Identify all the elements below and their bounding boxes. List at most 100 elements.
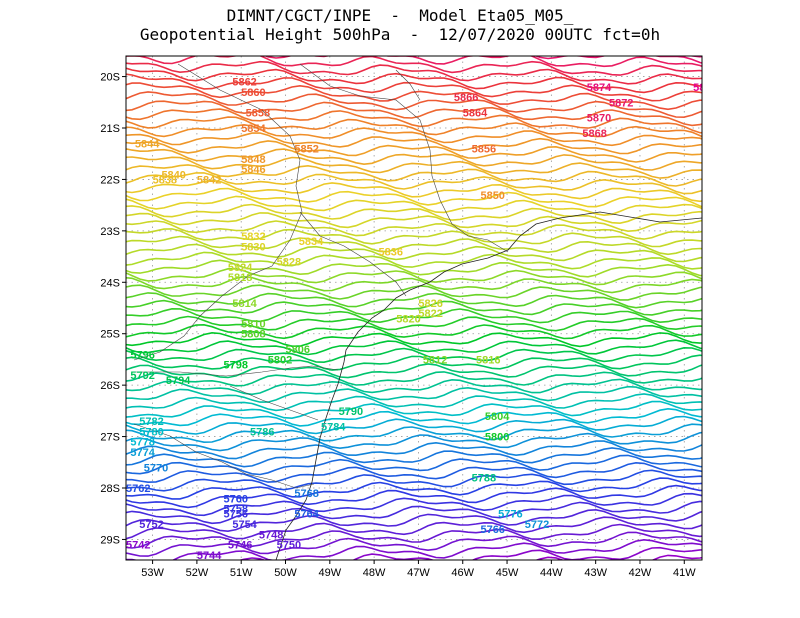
contour-label: 5776 [498,509,522,521]
contour-5832 [126,195,702,217]
x-tick-label: 48W [363,567,386,579]
contour-label: 5874 [587,82,612,94]
contour-5778 [126,407,702,427]
x-tick-label: 53W [141,567,164,579]
x-tick-label: 51W [230,567,253,579]
contour-label: 5756 [223,509,247,521]
contour-label: 5792 [130,370,154,382]
contour-5808 [126,292,702,309]
plot-frame [125,55,703,561]
contour-label: 5746 [228,540,252,552]
contour-label: 5812 [423,354,447,366]
y-tick-label: 25S [100,329,120,341]
contour-label: 5872 [609,97,633,109]
contour-label: 5766 [480,524,504,536]
y-tick-label: 23S [100,226,120,238]
contour-label: 5806 [286,344,310,356]
contour-5790 [126,363,702,379]
state-border [299,211,407,297]
contour-label: 5822 [418,308,442,320]
contour-label: 5868 [582,128,606,140]
lat-lon-gridlines [126,56,702,560]
contour-label: 5764 [294,509,319,521]
contour-label: 5780 [139,426,163,438]
x-tick-label: 47W [407,567,430,579]
contour-label: 5848 [241,154,265,166]
contour-label: 5828 [277,257,301,269]
contour-5760 [126,477,702,500]
x-tick-label: 49W [319,567,342,579]
y-tick-label: 27S [100,432,120,444]
contour-5774 [126,423,702,444]
contour-label: 5838 [153,174,177,186]
contour-5858 [126,91,702,119]
contour-label: 5830 [241,241,265,253]
contour-5842 [126,156,702,179]
x-tick-label: 43W [584,567,607,579]
contour-5846 [126,140,702,163]
contour-5848 [126,132,702,155]
contour-5862 [126,73,702,102]
state-border [133,423,315,489]
contour-5806 [126,299,702,316]
contour-label: 5810 [241,318,265,330]
title-line-1: DIMNT/CGCT/INPE - Model Eta05_M05_ [226,6,574,25]
contour-label: 5772 [525,519,549,531]
contour-label: 5758 [223,504,247,516]
contour-5764 [126,461,702,484]
contour-label: 5820 [396,313,420,325]
contour-5798 [126,331,702,348]
y-tick-label: 21S [100,123,120,135]
contour-5856 [126,100,702,127]
contour-5830 [126,203,702,225]
contour-5810 [126,284,702,301]
contour-5850 [126,123,702,147]
contour-label: 5832 [241,231,265,243]
contour-5784 [126,385,702,403]
contour-5818 [126,251,702,270]
contour-label: 5770 [144,462,168,474]
y-tick-label: 20S [100,72,120,84]
contour-label: 5750 [277,540,301,552]
contour-5814 [126,267,702,286]
contour-5854 [126,108,702,134]
contour-5828 [126,212,702,233]
contour-label: 5864 [463,108,488,120]
y-tick-label: 29S [100,534,120,546]
contour-label: 5800 [485,432,509,444]
contour-5860 [126,82,702,111]
contour-5758 [126,484,702,509]
contour-label: 5836 [379,246,403,258]
x-tick-label: 52W [186,567,209,579]
contour-5866 [126,60,702,85]
contour-label: 5742 [126,540,150,552]
state-border [299,63,509,253]
contour-5878 [116,9,708,40]
coastline-and-borders [133,63,702,560]
contour-5816 [126,259,702,278]
contour-5744 [126,538,702,560]
contour-5822 [126,235,702,256]
x-tick-label: 44W [540,567,563,579]
contour-label: 5782 [139,416,163,428]
contour-5868 [126,56,702,76]
y-tick-label: 28S [100,483,120,495]
contour-5804 [126,307,702,324]
contour-5812 [126,275,702,294]
coastline [275,211,702,560]
state-border [133,63,303,361]
contour-5826 [126,220,702,240]
contour-label: 5808 [241,329,265,341]
contour-5800 [126,323,702,340]
contour-label: 5752 [139,519,163,531]
contour-label: 5748 [259,529,283,541]
contour-5776 [126,415,702,435]
contour-5874 [689,56,702,58]
contour-5844 [126,148,702,171]
contour-label: 5856 [472,144,496,156]
x-tick-label: 42W [629,567,652,579]
contour-label: 5844 [135,138,160,150]
contour-5750 [126,516,702,540]
state-border [229,385,319,421]
contour-label: 5762 [126,483,150,495]
